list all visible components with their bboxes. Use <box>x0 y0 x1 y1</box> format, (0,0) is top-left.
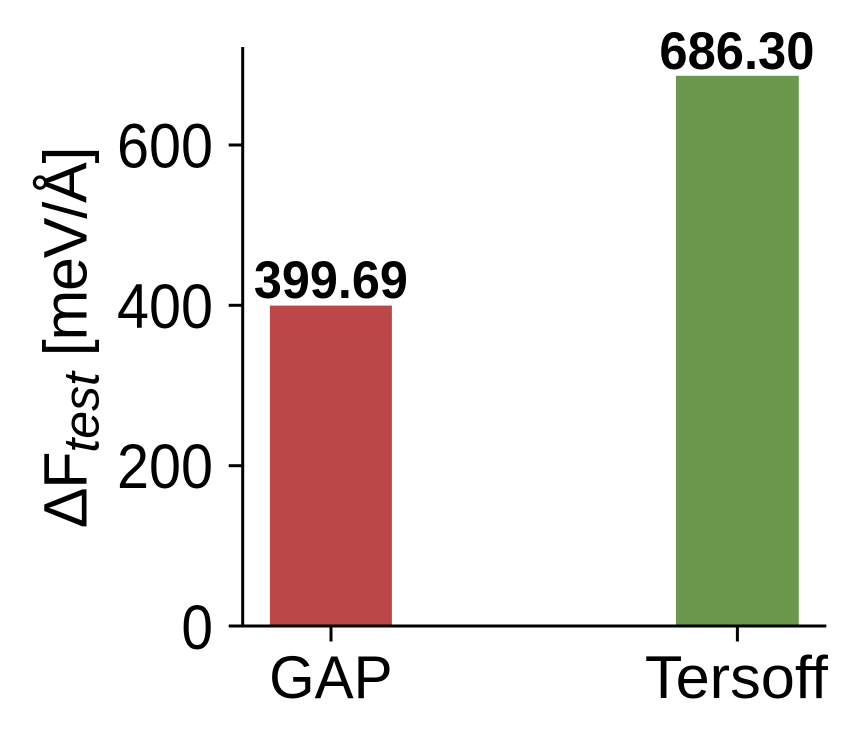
svg-text:399.69: 399.69 <box>254 251 408 310</box>
svg-text:686.30: 686.30 <box>659 22 814 81</box>
svg-text:Tersoff: Tersoff <box>645 643 828 711</box>
svg-text:400: 400 <box>117 272 213 342</box>
svg-text:200: 200 <box>117 432 213 502</box>
svg-text:0: 0 <box>181 593 213 663</box>
svg-text:ΔFtest [meV/Å]: ΔFtest [meV/Å] <box>31 148 109 529</box>
svg-text:600: 600 <box>117 112 213 182</box>
svg-text:GAP: GAP <box>269 643 393 711</box>
